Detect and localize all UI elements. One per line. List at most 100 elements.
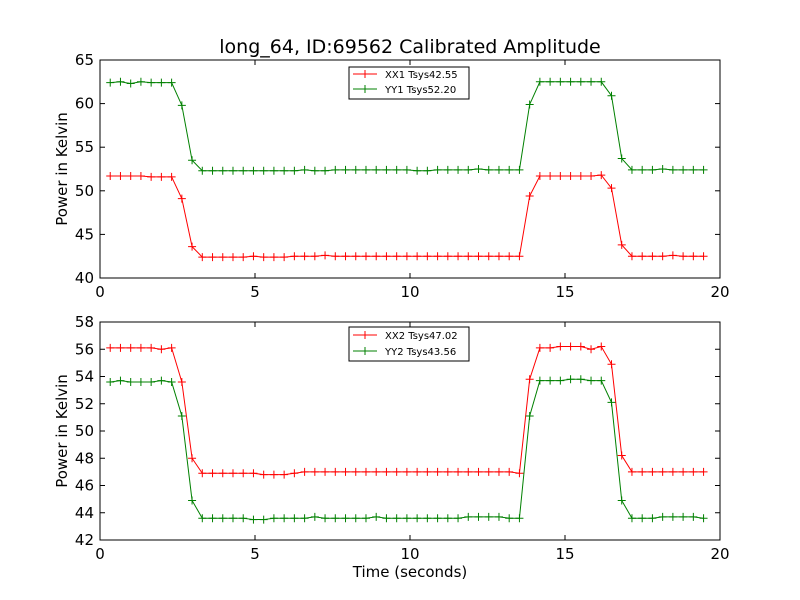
data-point bbox=[494, 512, 503, 521]
data-point bbox=[208, 514, 217, 523]
y-tick-label: 50 bbox=[75, 422, 94, 440]
data-point bbox=[413, 514, 422, 523]
data-point bbox=[249, 515, 258, 524]
data-point bbox=[310, 467, 319, 476]
data-point bbox=[198, 166, 207, 175]
data-point bbox=[474, 467, 483, 476]
data-point bbox=[167, 343, 176, 352]
data-point bbox=[372, 252, 381, 261]
data-point bbox=[136, 77, 145, 86]
data-point bbox=[228, 469, 237, 478]
data-point bbox=[423, 252, 432, 261]
data-point bbox=[136, 343, 145, 352]
data-point bbox=[361, 467, 370, 476]
y-tick-label: 42 bbox=[75, 531, 94, 549]
data-point bbox=[259, 470, 268, 479]
data-point bbox=[515, 165, 524, 174]
y-tick-label: 55 bbox=[75, 138, 94, 156]
data-point bbox=[464, 165, 473, 174]
data-point bbox=[177, 412, 186, 421]
data-point bbox=[157, 78, 166, 87]
data-point bbox=[249, 469, 258, 478]
data-point bbox=[228, 166, 237, 175]
data-point bbox=[566, 342, 575, 351]
data-point bbox=[116, 376, 125, 385]
data-point bbox=[198, 514, 207, 523]
data-point bbox=[300, 514, 309, 523]
data-point bbox=[116, 77, 125, 86]
data-point bbox=[556, 342, 565, 351]
data-point bbox=[658, 252, 667, 261]
data-point bbox=[576, 342, 585, 351]
data-point bbox=[658, 512, 667, 521]
data-point bbox=[331, 165, 340, 174]
data-point bbox=[668, 467, 677, 476]
y-tick-label: 54 bbox=[75, 368, 94, 386]
legend-label-yy1: YY1 Tsys52.20 bbox=[384, 85, 456, 96]
data-point bbox=[188, 454, 197, 463]
data-point bbox=[116, 343, 125, 352]
data-point bbox=[106, 377, 115, 386]
data-point bbox=[239, 469, 248, 478]
y-tick-label: 46 bbox=[75, 477, 94, 495]
data-point bbox=[638, 514, 647, 523]
data-point bbox=[484, 467, 493, 476]
data-point bbox=[597, 342, 606, 351]
x-tick-label: 15 bbox=[555, 545, 574, 563]
data-point bbox=[147, 172, 156, 181]
data-point bbox=[556, 376, 565, 385]
data-point bbox=[597, 77, 606, 86]
data-point bbox=[454, 165, 463, 174]
data-point bbox=[525, 375, 534, 384]
data-point bbox=[259, 253, 268, 262]
data-point bbox=[699, 467, 708, 476]
data-point bbox=[208, 166, 217, 175]
data-point bbox=[617, 451, 626, 460]
data-point bbox=[423, 166, 432, 175]
data-point bbox=[638, 165, 647, 174]
data-point bbox=[627, 467, 636, 476]
data-point bbox=[505, 467, 514, 476]
x-tick-label: 10 bbox=[400, 283, 419, 301]
data-point bbox=[587, 345, 596, 354]
data-point bbox=[157, 172, 166, 181]
x-tick-label: 0 bbox=[95, 283, 105, 301]
data-point bbox=[679, 467, 688, 476]
data-point bbox=[382, 165, 391, 174]
data-point bbox=[280, 253, 289, 262]
data-point bbox=[454, 514, 463, 523]
x-tick-label: 5 bbox=[250, 283, 260, 301]
data-point bbox=[648, 514, 657, 523]
data-point bbox=[566, 375, 575, 384]
data-point bbox=[106, 171, 115, 180]
data-point bbox=[627, 165, 636, 174]
x-axis-label: Time (seconds) bbox=[352, 563, 468, 581]
data-point bbox=[587, 376, 596, 385]
data-point bbox=[576, 171, 585, 180]
data-point bbox=[525, 192, 534, 201]
data-point bbox=[689, 252, 698, 261]
data-point bbox=[679, 512, 688, 521]
data-point bbox=[515, 469, 524, 478]
data-point bbox=[454, 467, 463, 476]
legend: XX1 Tsys42.55 YY1 Tsys52.20 bbox=[348, 66, 470, 100]
data-point bbox=[147, 78, 156, 87]
data-point bbox=[699, 165, 708, 174]
data-point bbox=[218, 469, 227, 478]
data-point bbox=[546, 343, 555, 352]
data-point bbox=[106, 78, 115, 87]
y-tick-label: 44 bbox=[75, 504, 94, 522]
data-point bbox=[239, 166, 248, 175]
data-point bbox=[658, 165, 667, 173]
data-point bbox=[402, 514, 411, 523]
data-point bbox=[126, 171, 135, 180]
data-point bbox=[188, 496, 197, 505]
data-point bbox=[310, 512, 319, 521]
data-point bbox=[280, 166, 289, 175]
data-point bbox=[321, 251, 330, 260]
data-point bbox=[699, 514, 708, 523]
data-point bbox=[341, 467, 350, 476]
data-point bbox=[689, 165, 698, 174]
data-point bbox=[392, 514, 401, 523]
